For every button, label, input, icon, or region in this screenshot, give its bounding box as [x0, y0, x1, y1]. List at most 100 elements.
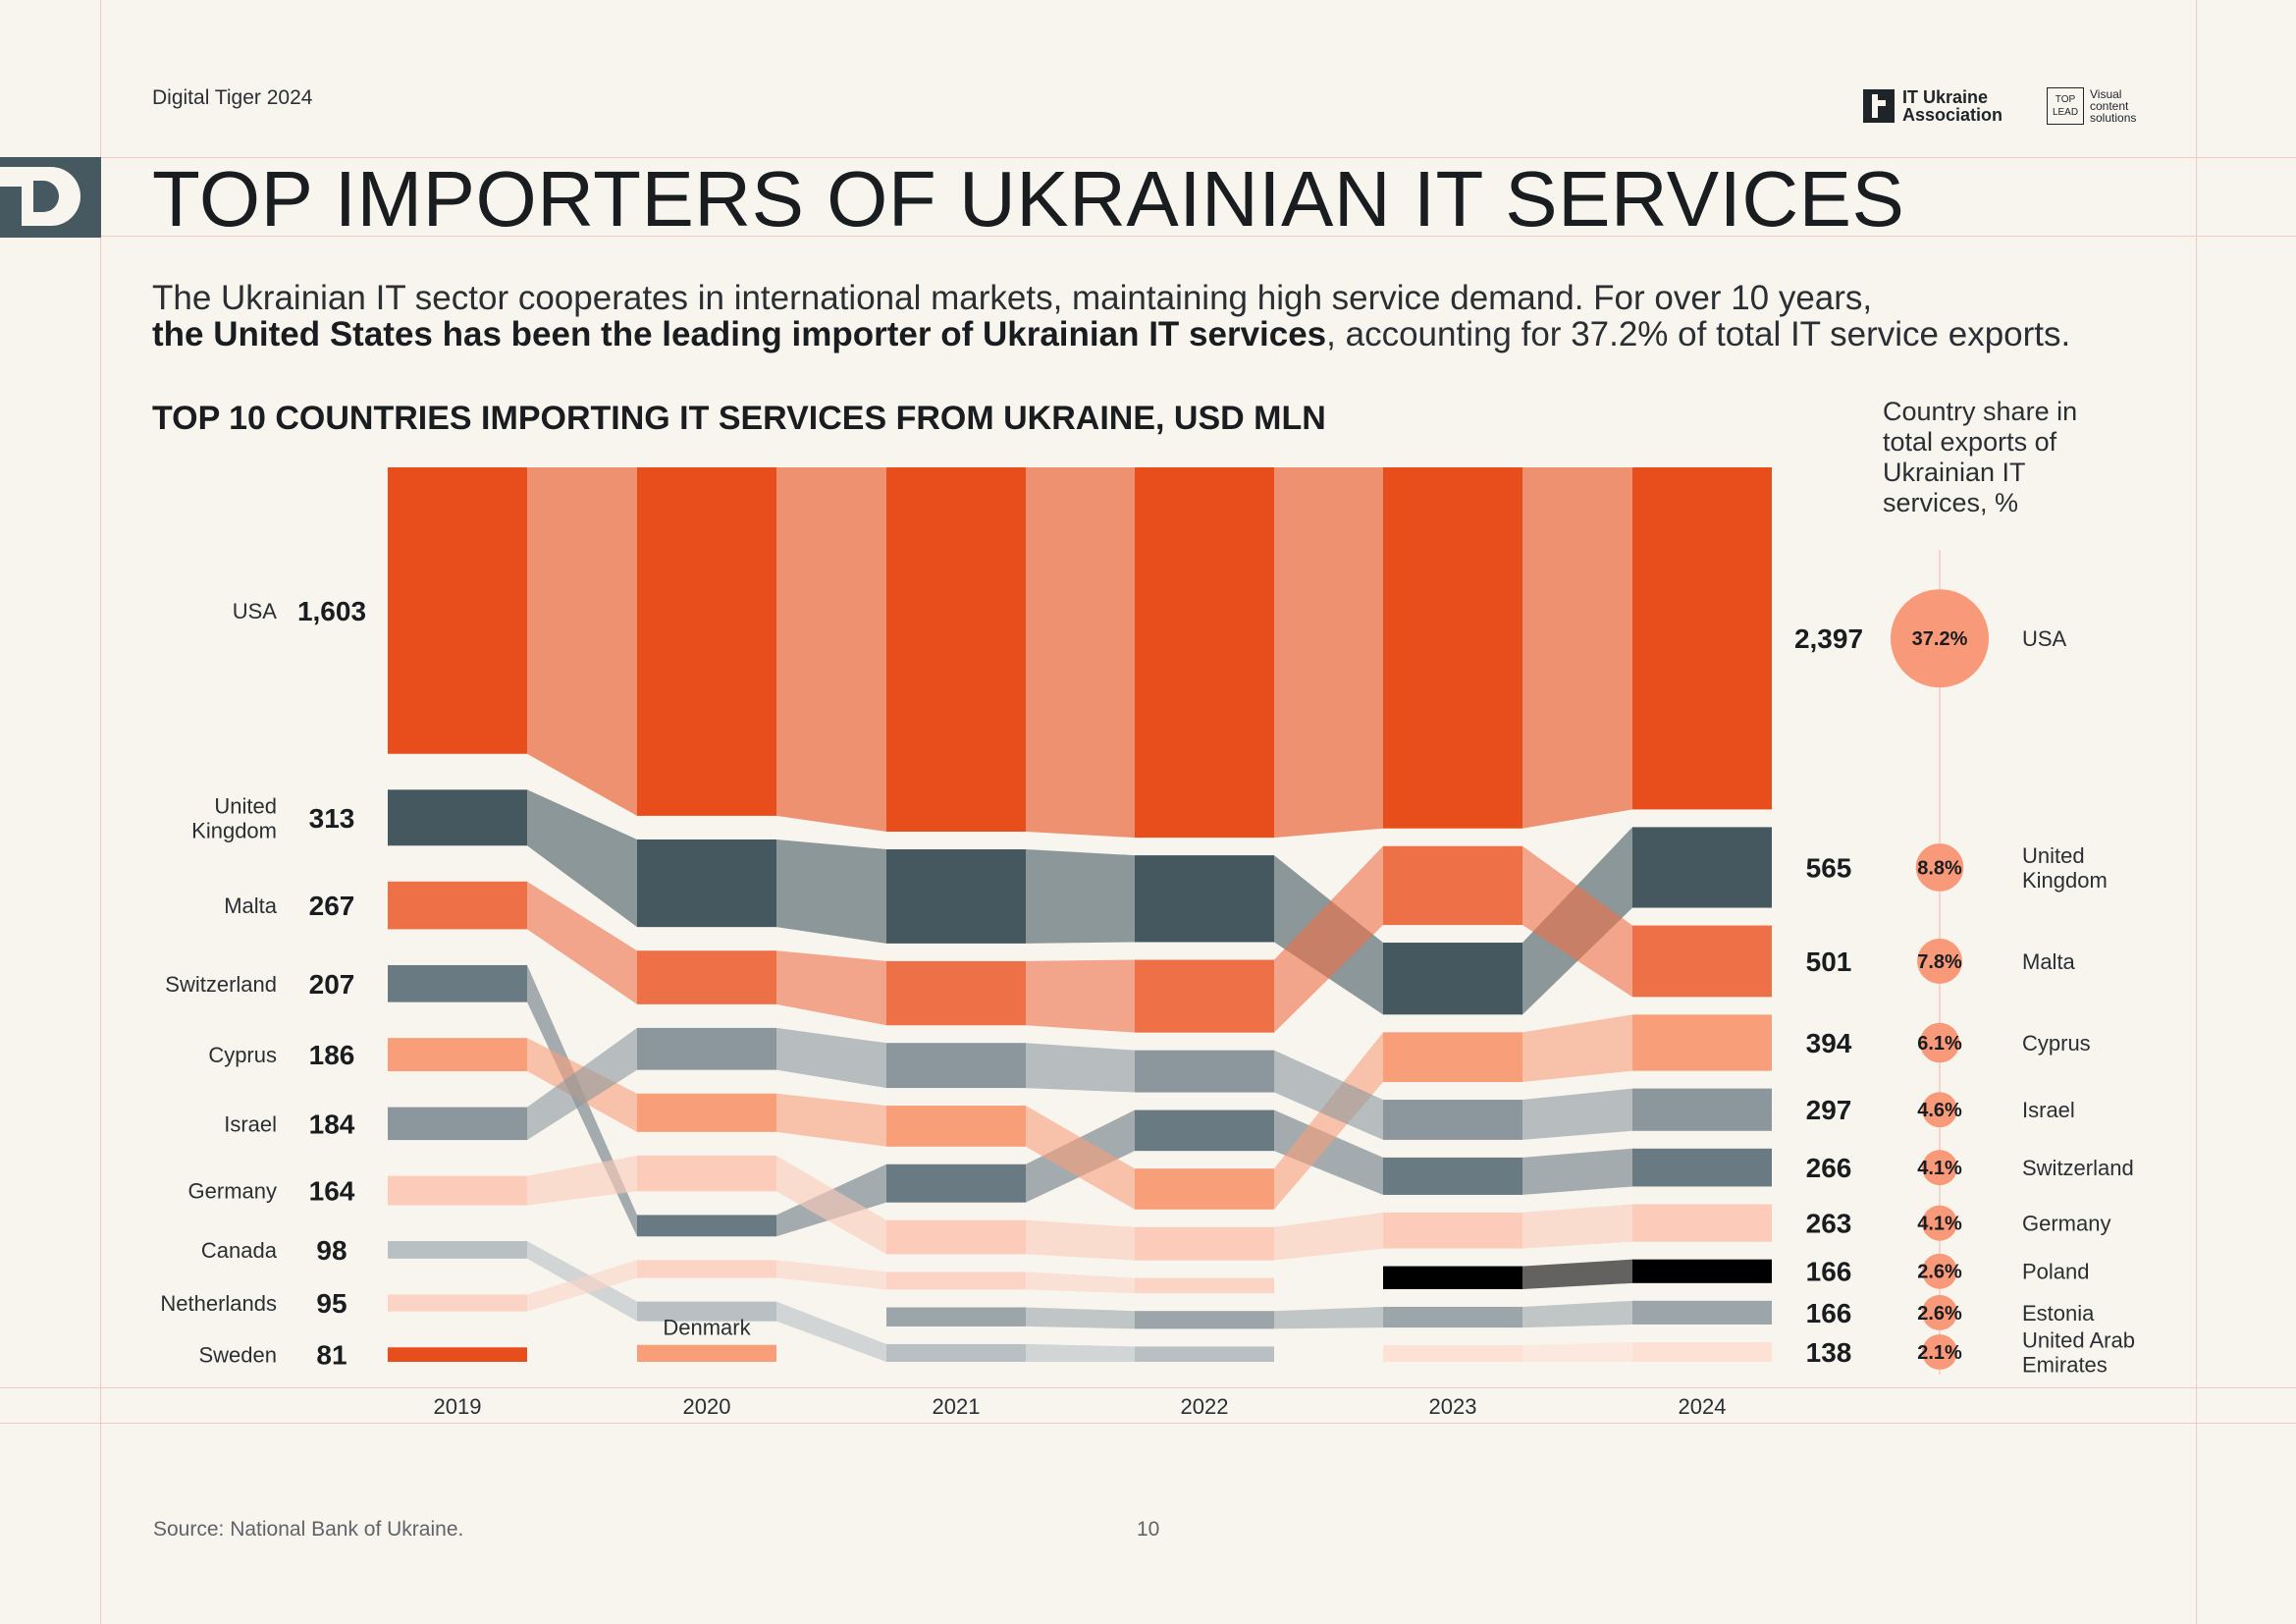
year-tick-label: 2022 [1181, 1394, 1229, 1419]
share-label: 2.6% [1917, 1262, 1962, 1283]
end-value-label: 501 [1806, 947, 1852, 977]
digital-tiger-logo-icon [0, 157, 101, 238]
bar-israel-2020 [637, 1027, 776, 1070]
bar-israel-2022 [1135, 1050, 1274, 1093]
it-ukraine-mark-icon [1863, 89, 1895, 123]
share-bubble [1922, 1253, 1957, 1289]
bar-germany-2020 [637, 1155, 776, 1192]
bar-malta-2022 [1135, 959, 1274, 1033]
chart-title: TOP 10 COUNTRIES IMPORTING IT SERVICES F… [152, 400, 1326, 437]
flow-usa-2020 [776, 467, 886, 833]
end-country-label: Israel [2022, 1098, 2075, 1122]
bar-usa-2021 [886, 467, 1026, 833]
bar-israel-2024 [1632, 1088, 1772, 1131]
bar-estonia-2024 [1632, 1300, 1772, 1325]
start-country-label: Netherlands [160, 1291, 277, 1316]
source-note: Source: National Bank of Ukraine. [153, 1518, 464, 1541]
bar-usa-2024 [1632, 467, 1772, 810]
start-value-label: 95 [316, 1288, 347, 1319]
flow-usa-2021 [1026, 467, 1135, 839]
bar-cyprus-2024 [1632, 1014, 1772, 1071]
guide-line [2196, 0, 2197, 1624]
share-label: 7.8% [1917, 951, 1962, 973]
guide-line [0, 157, 2296, 158]
flow-malta-2019 [527, 881, 637, 1004]
flow-cyprus-2023 [1522, 1014, 1632, 1083]
bar-canada-2022 [1135, 1346, 1274, 1362]
share-bubble [1922, 1092, 1957, 1128]
bar-usa-2020 [637, 467, 776, 816]
end-country-label: Malta [2022, 949, 2076, 974]
bar-cyprus-2020 [637, 1093, 776, 1132]
end-country-label: USA [2022, 626, 2067, 651]
bar-united-kingdom-2020 [637, 839, 776, 928]
bar-switzerland-2020 [637, 1215, 776, 1237]
bar-netherlands-2022 [1135, 1277, 1274, 1294]
share-bubble [1917, 939, 1962, 984]
end-value-label: 166 [1806, 1257, 1852, 1287]
flow-usa-2022 [1274, 467, 1383, 839]
bar-germany-2019 [388, 1175, 527, 1206]
flow-germany-2022 [1274, 1212, 1383, 1261]
bar-germany-2022 [1135, 1226, 1274, 1261]
share-label: 4.1% [1917, 1214, 1962, 1235]
bar-israel-2021 [886, 1043, 1026, 1089]
bar-united-kingdom-2021 [886, 849, 1026, 944]
bar-united-arab-emirates-2023 [1383, 1345, 1522, 1362]
bar-netherlands-2021 [886, 1272, 1026, 1290]
bar-usa-2019 [388, 467, 527, 754]
bar-netherlands-2019 [388, 1294, 527, 1312]
start-country-label: Cyprus [208, 1043, 277, 1067]
end-value-label: 297 [1806, 1095, 1852, 1125]
year-tick-label: 2019 [434, 1394, 482, 1419]
guide-line [0, 1423, 2296, 1424]
flow-israel-2022 [1274, 1050, 1383, 1140]
flow-canada-2021 [1026, 1343, 1135, 1362]
bar-malta-2024 [1632, 925, 1772, 998]
end-value-label: 266 [1806, 1153, 1852, 1183]
start-country-label: Switzerland [165, 972, 277, 997]
bar-cyprus-2019 [388, 1038, 527, 1072]
flow-netherlands-2019 [527, 1260, 637, 1312]
start-value-label: 164 [309, 1176, 355, 1207]
annotation-denmark: Denmark [663, 1316, 751, 1340]
bar-usa-2022 [1135, 467, 1274, 839]
bar-switzerland-2024 [1632, 1148, 1772, 1187]
bar-malta-2019 [388, 881, 527, 930]
flow-canada-2020 [776, 1301, 886, 1362]
share-bubble [1891, 589, 1989, 688]
year-tick-label: 2021 [933, 1394, 981, 1419]
flow-germany-2019 [527, 1155, 637, 1206]
end-country-label: Emirates [2022, 1352, 2108, 1377]
flow-germany-2021 [1026, 1219, 1135, 1261]
flow-germany-2020 [776, 1155, 886, 1255]
share-bubble [1922, 1294, 1957, 1330]
top-desc1: Visual [2090, 87, 2122, 101]
top-desc3: solutions [2090, 111, 2137, 125]
itua-line1: IT Ukraine [1902, 87, 1989, 107]
share-bubble [1922, 1333, 1957, 1370]
share-column-title: Country share in total exports of Ukrain… [1883, 397, 2078, 517]
flow-usa-2023 [1522, 467, 1632, 829]
end-country-label: Kingdom [2022, 868, 2108, 893]
flow-switzerland-2023 [1522, 1148, 1632, 1195]
flow-israel-2023 [1522, 1088, 1632, 1140]
bar-united-kingdom-2022 [1135, 855, 1274, 943]
flow-cyprus-2021 [1026, 1106, 1135, 1210]
flow-united-arab-emirates-2023 [1522, 1341, 1632, 1362]
year-tick-label: 2023 [1429, 1394, 1477, 1419]
bar-malta-2021 [886, 960, 1026, 1026]
bar-denmark-2020 [637, 1344, 776, 1362]
start-value-label: 81 [316, 1340, 347, 1371]
bar-canada-2020 [637, 1301, 776, 1322]
top-desc2: content [2090, 99, 2129, 113]
flow-united-kingdom-2020 [776, 839, 886, 944]
bar-canada-2021 [886, 1343, 1026, 1362]
flow-netherlands-2021 [1026, 1272, 1135, 1294]
flow-cyprus-2020 [776, 1093, 886, 1147]
flow-israel-2019 [527, 1027, 637, 1141]
bar-netherlands-2020 [637, 1260, 776, 1278]
start-value-label: 267 [309, 891, 355, 921]
flow-usa-2019 [527, 467, 637, 816]
